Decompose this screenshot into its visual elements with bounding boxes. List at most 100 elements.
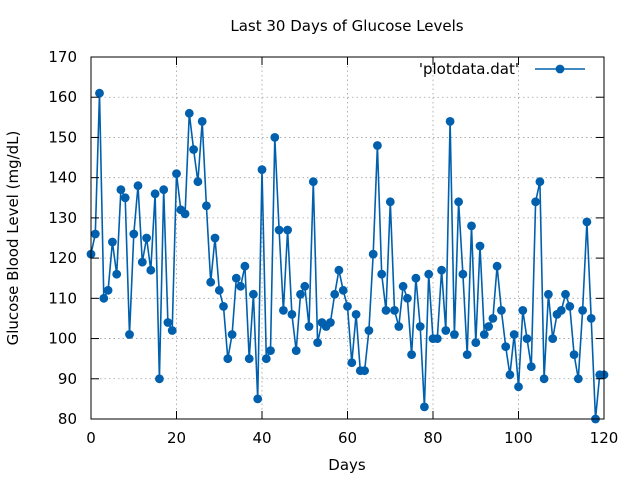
data-point	[210, 233, 220, 243]
data-point	[556, 306, 566, 315]
data-point	[257, 165, 267, 175]
data-point	[142, 233, 152, 243]
data-point	[219, 302, 228, 311]
data-point	[381, 306, 391, 315]
data-point	[578, 306, 587, 315]
data-point	[526, 362, 536, 372]
data-point	[103, 285, 113, 295]
data-point	[445, 117, 455, 126]
data-point	[304, 322, 314, 331]
data-point	[385, 197, 395, 207]
data-point	[172, 169, 181, 179]
data-point	[586, 314, 596, 323]
data-point	[475, 241, 485, 251]
y-tick-label: 110	[48, 289, 77, 307]
data-point	[159, 185, 169, 195]
data-point	[420, 402, 429, 412]
data-point	[454, 197, 463, 207]
tick-layer: 0 20 40 60 80 100 120 80 90 100 110 120 130 140 150 160…	[48, 48, 618, 447]
data-point	[501, 342, 511, 351]
data-point	[129, 229, 139, 239]
data-point	[561, 289, 570, 299]
data-point	[505, 370, 515, 380]
data-point	[539, 374, 549, 384]
data-point	[167, 326, 177, 335]
data-point	[240, 261, 250, 271]
legend-marker-swatch	[555, 64, 565, 74]
data-point	[415, 322, 425, 331]
data-point	[471, 338, 481, 347]
data-point	[150, 189, 160, 199]
data-point	[120, 193, 130, 203]
data-point	[347, 358, 357, 368]
y-tick-label: 90	[58, 370, 77, 388]
data-point	[223, 354, 233, 364]
x-tick-label: 80	[423, 429, 442, 447]
data-point	[497, 306, 506, 315]
x-axis-label: Days	[328, 456, 366, 474]
y-axis-label: Glucose Blood Level (mg/dL)	[4, 131, 22, 346]
data-point	[509, 330, 519, 339]
x-tick-label: 120	[590, 429, 619, 447]
data-point	[535, 177, 545, 187]
data-point	[484, 322, 493, 331]
data-point	[244, 354, 254, 364]
data-point	[313, 338, 322, 347]
data-point	[202, 201, 211, 211]
legend-label: 'plotdata.dat'	[419, 60, 519, 78]
y-tick-label: 100	[48, 330, 77, 348]
data-point	[450, 330, 459, 339]
x-tick-label: 60	[338, 429, 357, 447]
data-point	[407, 350, 416, 359]
data-point	[467, 221, 476, 231]
data-point	[368, 249, 378, 259]
data-point	[112, 269, 122, 279]
data-point	[403, 293, 412, 303]
data-point	[398, 281, 408, 291]
data-point	[283, 225, 292, 235]
data-point	[582, 217, 592, 227]
data-point	[390, 306, 399, 315]
data-point	[266, 346, 275, 355]
data-point	[531, 197, 540, 207]
grid-lines	[91, 57, 604, 419]
data-point	[291, 346, 301, 355]
data-point	[193, 177, 203, 187]
data-point	[351, 310, 361, 319]
data-point	[338, 285, 348, 295]
data-point	[155, 374, 164, 384]
data-point	[108, 237, 117, 247]
data-point	[184, 108, 194, 118]
legend: 'plotdata.dat'	[419, 60, 585, 78]
data-point	[261, 354, 271, 364]
data-point	[360, 366, 369, 376]
data-point	[330, 289, 340, 299]
data-point	[343, 302, 352, 311]
data-point	[95, 88, 104, 98]
data-point	[189, 145, 199, 154]
data-point	[462, 350, 472, 359]
data-point	[458, 269, 468, 279]
data-point	[569, 350, 579, 359]
data-point	[424, 269, 434, 279]
data-point	[411, 273, 421, 283]
data-point	[274, 225, 284, 235]
x-tick-label: 20	[167, 429, 186, 447]
data-point	[90, 229, 100, 239]
data-point	[437, 265, 446, 275]
data-point	[373, 141, 382, 150]
data-point	[300, 281, 310, 291]
data-point	[296, 289, 305, 299]
data-point	[573, 374, 583, 384]
data-point	[116, 185, 126, 195]
data-point	[334, 265, 344, 275]
data-point	[249, 289, 258, 299]
data-point	[548, 334, 558, 343]
data-point	[565, 302, 575, 311]
data-point	[279, 306, 288, 315]
data-point	[206, 277, 216, 287]
data-point	[377, 269, 387, 279]
data-point	[253, 394, 263, 404]
